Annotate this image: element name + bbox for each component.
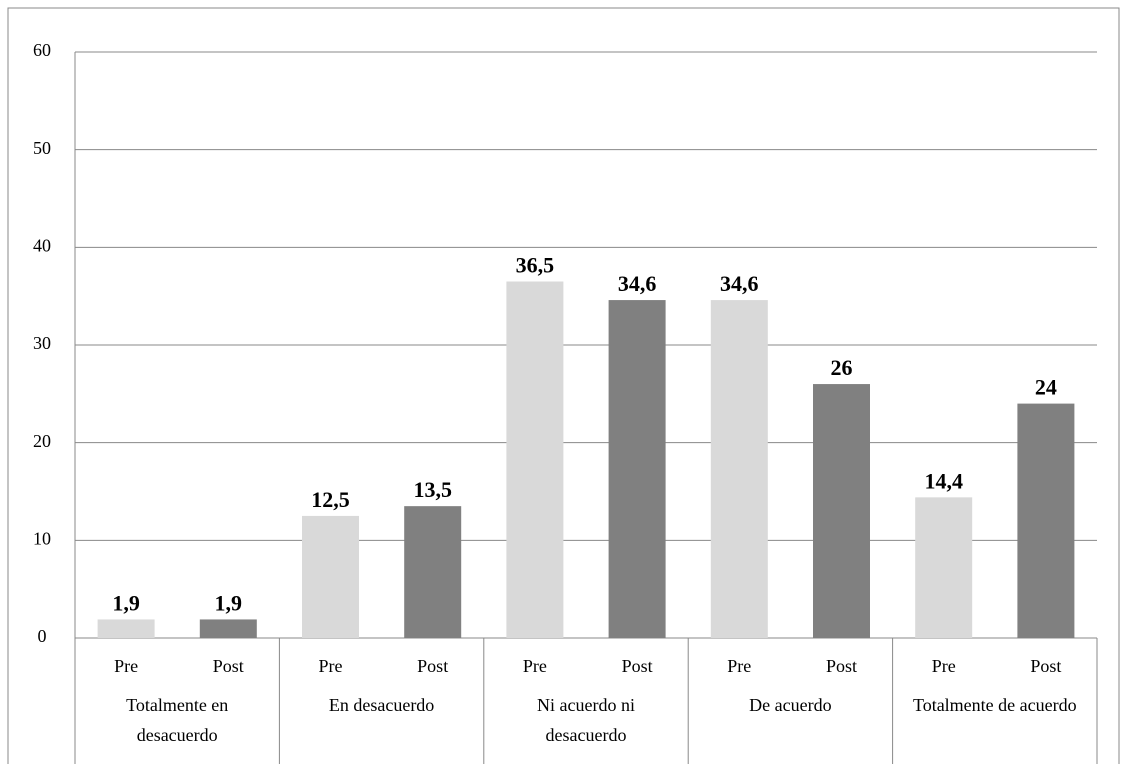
group-label-box: En desacuerdo	[328, 695, 435, 715]
value-label: 1,9	[215, 590, 243, 615]
value-label: 36,5	[516, 253, 555, 278]
group-label: Totalmente de acuerdo	[912, 695, 1077, 715]
x-tick-label: Pre	[932, 656, 956, 676]
value-label: 34,6	[618, 271, 657, 296]
bar	[506, 281, 564, 638]
x-tick-label: Post	[622, 656, 653, 676]
x-tick-label: Post	[417, 656, 448, 676]
y-tick-label: 50	[33, 138, 51, 158]
bar	[302, 515, 359, 638]
value-label: 13,5	[413, 477, 452, 502]
bar	[404, 506, 462, 638]
x-tick-label: Pre	[727, 656, 751, 676]
bar	[97, 619, 155, 638]
y-tick-label: 30	[33, 333, 51, 353]
bar	[710, 300, 768, 638]
value-label: 24	[1035, 375, 1057, 400]
y-tick-label: 20	[33, 431, 51, 451]
group-label: Totalmente en desacuerdo	[126, 695, 229, 745]
bar	[199, 619, 257, 638]
x-tick-label: Pre	[523, 656, 547, 676]
y-tick-label: 0	[38, 626, 47, 646]
chart-frame	[7, 7, 1120, 764]
bar	[1017, 403, 1075, 638]
value-label: 34,6	[720, 271, 759, 296]
y-tick-label: 10	[33, 528, 51, 548]
group-label-box: Totalmente en desacuerdo	[126, 695, 229, 745]
y-tick-label: 40	[33, 235, 51, 255]
x-tick-label: Pre	[319, 656, 343, 676]
x-tick-label: Post	[826, 656, 857, 676]
bar	[915, 497, 973, 638]
value-label: 14,4	[924, 468, 963, 493]
value-label: 1,9	[112, 590, 140, 615]
bar	[813, 384, 870, 638]
group-label-box: De acuerdo	[749, 695, 832, 715]
group-label-box: Ni acuerdo ni desacuerdo	[537, 695, 635, 745]
value-label: 26	[831, 355, 853, 380]
y-tick-label: 60	[33, 40, 51, 60]
group-label: En desacuerdo	[328, 695, 435, 715]
group-label: De acuerdo	[749, 695, 832, 715]
x-tick-label: Post	[1030, 656, 1061, 676]
x-tick-label: Pre	[114, 656, 138, 676]
x-tick-label: Post	[213, 656, 244, 676]
group-label: Ni acuerdo ni desacuerdo	[537, 695, 635, 745]
value-label: 12,5	[311, 487, 350, 512]
group-label-box: Totalmente de acuerdo	[912, 695, 1077, 715]
bar	[608, 300, 666, 638]
